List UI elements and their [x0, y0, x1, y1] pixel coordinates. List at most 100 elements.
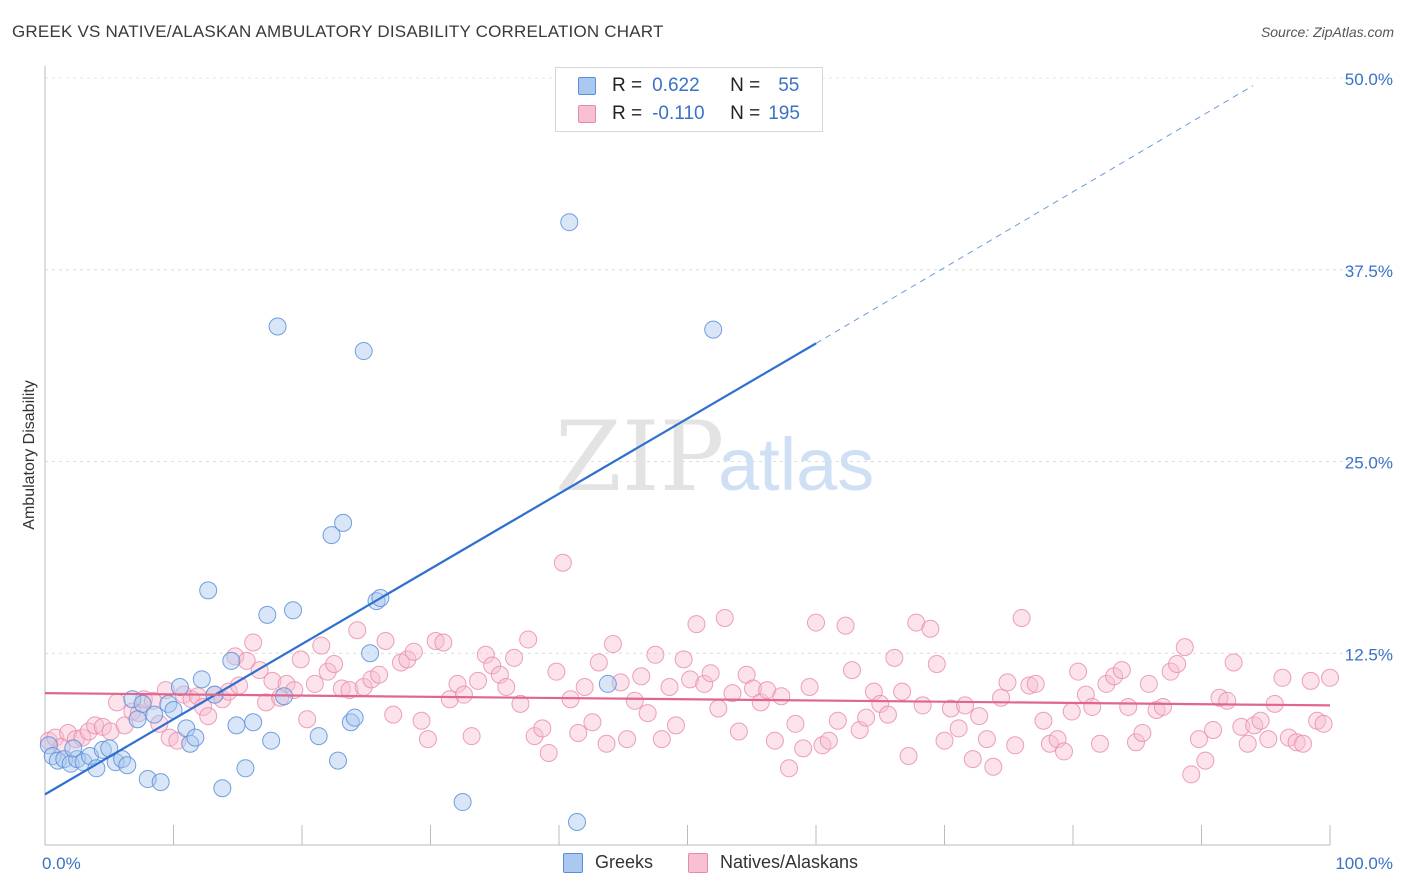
native-point	[813, 736, 832, 755]
native-point	[1204, 720, 1223, 739]
native-point	[448, 674, 467, 693]
native-point	[1119, 697, 1138, 716]
legend-greeks-n-value: 55	[778, 75, 800, 96]
greek-point	[361, 644, 380, 663]
series-label-greeks: Greeks	[595, 852, 654, 872]
native-point	[819, 731, 838, 750]
native-point	[963, 750, 982, 769]
legend-swatch-natives	[578, 105, 596, 123]
grid-layer	[45, 77, 1392, 654]
legend-swatch-greeks	[578, 77, 596, 95]
native-point	[772, 687, 791, 706]
native-point	[836, 616, 855, 635]
native-point	[150, 714, 169, 733]
native-point	[525, 727, 544, 746]
native-point	[569, 724, 588, 743]
greek-point	[354, 342, 373, 361]
greek-point	[309, 727, 328, 746]
native-point	[857, 708, 876, 727]
watermark-atlas: atlas	[718, 423, 874, 506]
native-point	[143, 691, 162, 710]
native-point	[1112, 661, 1131, 680]
greek-point	[93, 740, 112, 759]
legend-greeks-n-label: N =	[730, 75, 761, 96]
native-point	[348, 621, 367, 640]
native-point	[1314, 714, 1333, 733]
native-point	[575, 677, 594, 696]
native-point	[1238, 734, 1257, 753]
native-point	[412, 711, 431, 730]
greek-trend-extension	[815, 85, 1254, 344]
native-point	[1301, 671, 1320, 690]
native-point	[1273, 668, 1292, 687]
greek-point	[560, 213, 579, 232]
greek-trend-line	[44, 342, 817, 796]
native-point	[1321, 668, 1339, 687]
native-point	[539, 743, 558, 762]
source-label: Source: ZipAtlas.com	[1260, 24, 1394, 40]
native-point	[237, 651, 256, 670]
native-point	[1161, 662, 1180, 681]
native-point	[298, 710, 317, 729]
native-point	[1133, 724, 1152, 743]
native-point	[1069, 662, 1088, 681]
native-point	[674, 650, 693, 669]
legend-row-greeks: R = 0.622 N = 55	[578, 74, 799, 98]
native-point	[715, 608, 734, 627]
legend-natives-n-label: N =	[730, 103, 761, 124]
series-legend-greeks[interactable]: Greeks	[563, 852, 653, 873]
native-point	[199, 707, 218, 726]
greek-point	[236, 759, 255, 778]
greek-point	[61, 754, 80, 773]
correlation-legend: R = 0.622 N = 55 R = -0.110 N = 195	[555, 67, 823, 132]
native-point	[376, 631, 395, 650]
legend-natives-r-label: R =	[612, 103, 643, 124]
native-point	[1139, 674, 1158, 693]
legend-greeks-r-label: R =	[612, 75, 643, 96]
greek-point	[334, 513, 353, 532]
native-point	[1168, 654, 1187, 673]
series-legend-natives[interactable]: Natives/Alaskans	[688, 852, 858, 873]
native-point	[1294, 734, 1313, 753]
native-point	[583, 713, 602, 732]
native-point	[977, 730, 996, 749]
native-point	[497, 677, 516, 696]
native-point	[325, 654, 344, 673]
native-point	[899, 747, 918, 766]
greek-point	[118, 756, 137, 775]
greek-point	[227, 716, 246, 735]
greek-point	[192, 670, 211, 689]
native-point	[807, 613, 825, 632]
x-tick-label-min: 0.0%	[42, 854, 81, 873]
native-point	[794, 739, 813, 758]
native-point	[107, 693, 126, 712]
native-point	[1097, 674, 1116, 693]
series-label-natives: Natives/Alaskans	[720, 852, 859, 872]
native-point	[984, 757, 1003, 776]
native-point	[893, 682, 912, 701]
native-point	[765, 731, 784, 750]
greek-point	[598, 674, 617, 693]
greek-point	[244, 713, 263, 732]
native-point	[1196, 751, 1215, 770]
native-point	[1062, 702, 1081, 721]
native-point	[632, 667, 651, 686]
greek-point	[64, 739, 83, 758]
native-point	[589, 653, 608, 672]
greek-point	[177, 719, 196, 738]
native-point	[1006, 736, 1025, 755]
native-point	[1182, 765, 1201, 784]
greek-point	[453, 793, 472, 812]
native-point	[1189, 730, 1208, 749]
native-point	[370, 665, 389, 684]
native-point	[519, 630, 538, 649]
greek-point	[128, 710, 147, 729]
native-point	[729, 722, 748, 741]
native-point	[285, 681, 304, 700]
greek-point	[262, 731, 281, 750]
native-point	[553, 553, 572, 572]
greek-point	[199, 581, 218, 600]
native-point	[681, 670, 700, 689]
native-point	[483, 656, 502, 675]
